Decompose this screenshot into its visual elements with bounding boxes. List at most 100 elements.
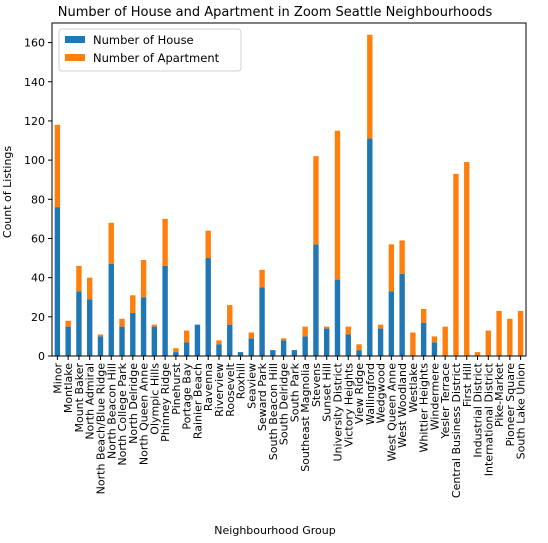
bar-apartment <box>140 260 147 298</box>
bar-apartment <box>442 326 448 356</box>
bar-apartment <box>151 324 158 327</box>
bar-apartment <box>485 330 491 356</box>
x-tick-label: West Woodland <box>396 363 409 448</box>
bar-apartment <box>410 332 416 356</box>
x-tick-label: Pioneer Square <box>504 363 517 447</box>
legend: Number of House Number of Apartment <box>58 28 242 72</box>
bar-apartment <box>324 326 330 329</box>
chart-title: Number of House and Apartment in Zoom Se… <box>58 5 493 20</box>
bar-house <box>367 138 373 356</box>
y-tick-label: 20 <box>31 311 45 324</box>
bar-house <box>291 350 298 356</box>
bar-house <box>280 340 287 356</box>
bar-apartment <box>108 222 114 264</box>
bar-house <box>324 328 330 356</box>
bar-apartment <box>345 326 351 335</box>
bar-house <box>87 299 93 356</box>
bar-apartment <box>464 162 470 356</box>
bar-house <box>151 326 158 356</box>
bar-apartment <box>97 334 104 337</box>
bar-apartment <box>367 34 373 139</box>
bar-house <box>345 334 351 356</box>
bar-apartment <box>313 156 319 245</box>
bar-house <box>270 350 276 356</box>
legend-label: Number of Apartment <box>93 51 220 65</box>
y-tick-label: 60 <box>31 232 45 245</box>
bar-apartment <box>356 344 362 351</box>
bar-house <box>97 336 104 356</box>
bar-house <box>205 258 211 356</box>
bar-house <box>183 342 190 356</box>
y-tick-label: 140 <box>24 76 45 89</box>
x-tick-label: South Delridge <box>278 363 291 445</box>
bar-apartment <box>162 218 168 266</box>
bar-house <box>140 297 147 356</box>
x-tick-label: Minor <box>51 363 64 394</box>
x-tick-label: Stevens <box>310 363 323 407</box>
bar-house <box>76 291 82 356</box>
bar-apartment <box>420 308 427 323</box>
x-tick-label: Westlake <box>407 363 420 413</box>
bar-house <box>130 312 136 356</box>
x-tick-label: Pinehurst <box>170 362 183 414</box>
bar-apartment <box>173 348 179 353</box>
legend-box <box>58 28 242 72</box>
x-tick-label: First Hill <box>461 363 474 407</box>
x-tick-label: North Queen Anne <box>138 363 151 465</box>
x-tick-label: North Admiral <box>84 363 97 440</box>
bar-house <box>313 244 319 356</box>
plot-area <box>51 22 527 357</box>
x-tick-label: Seaview <box>245 363 258 409</box>
bar-house <box>248 338 254 356</box>
x-tick-label: Central Business District <box>450 362 463 498</box>
y-tick-label: 120 <box>24 115 45 128</box>
x-tick-label: Montlake <box>62 363 75 413</box>
bar-house <box>356 350 362 356</box>
bar-apartment <box>474 352 481 356</box>
bar-house <box>388 291 395 356</box>
bar-house <box>420 322 427 356</box>
bar-apartment <box>517 310 524 356</box>
bar-house <box>194 324 201 356</box>
bar-house <box>377 328 384 356</box>
y-tick-label: 100 <box>24 154 45 167</box>
bar-house <box>162 265 168 356</box>
x-tick-label: Seward Park <box>256 362 269 431</box>
bar-apartment <box>76 265 82 292</box>
bar-apartment <box>216 340 222 345</box>
x-tick-label: North Beach/Blue Ridge <box>94 363 107 495</box>
x-tick-label: View Ridge <box>353 363 366 424</box>
x-tick-label: South Beacon Hill <box>267 363 280 460</box>
x-tick-label: Sunset Hill <box>321 363 334 422</box>
x-tick-label: Portage Bay <box>181 363 194 430</box>
x-tick-label: Olympic Hills <box>148 363 161 435</box>
bar-apartment <box>205 230 211 259</box>
x-tick-label: North Beacon Hill <box>105 363 118 459</box>
bar-house <box>334 279 341 356</box>
x-tick-label: Whittier Heights <box>418 363 431 453</box>
bar-apartment <box>507 318 513 356</box>
bar-apartment <box>183 330 190 343</box>
x-tick-label: Pike-Market <box>493 362 506 427</box>
x-tick-label: Wedgwood <box>375 363 388 423</box>
bar-apartment <box>399 240 405 274</box>
x-tick-label: Roosevelt <box>224 362 237 416</box>
x-tick-label: South Park <box>288 362 301 422</box>
bar-house <box>227 324 233 356</box>
bar-house <box>237 352 244 356</box>
bar-apartment <box>280 338 287 341</box>
y-axis: 0 20 40 60 80 100 120 140 160 <box>24 37 52 363</box>
y-axis-label: Count of Listings <box>1 146 14 239</box>
x-tick-label: Phinney Ridge <box>159 363 172 442</box>
bar-apartment <box>119 318 125 327</box>
bar-apartment <box>259 269 265 288</box>
x-tick-label: North College Park <box>116 362 129 465</box>
bar-apartment <box>334 130 341 280</box>
y-tick-label: 40 <box>31 272 45 285</box>
bar-apartment <box>377 324 384 329</box>
bar-apartment <box>65 320 71 327</box>
y-tick-label: 160 <box>24 37 45 50</box>
